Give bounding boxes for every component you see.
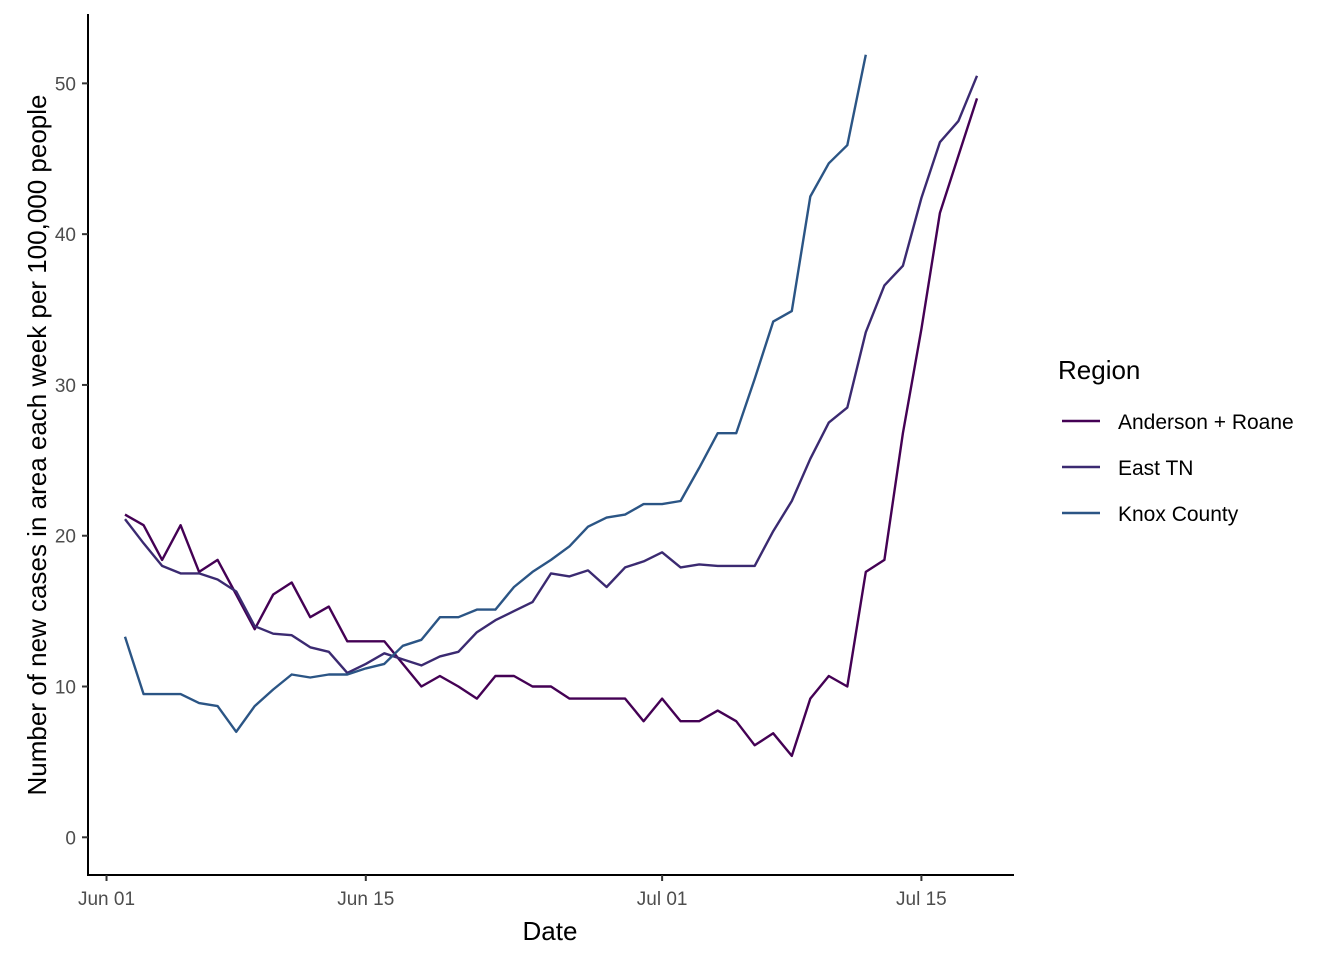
legend-label-1: East TN bbox=[1118, 457, 1193, 480]
series-line-1 bbox=[124, 75, 979, 675]
x-tick-label: Jul 15 bbox=[896, 889, 947, 910]
series-lines bbox=[123, 54, 979, 758]
y-tick-label: 20 bbox=[55, 527, 76, 548]
y-tick-label: 30 bbox=[55, 376, 76, 397]
legend-items: Anderson + Roane East TN Knox County bbox=[1062, 411, 1294, 526]
legend-title: Region bbox=[1058, 355, 1140, 385]
x-tick-label: Jun 15 bbox=[337, 889, 394, 910]
x-tick-label: Jun 01 bbox=[78, 889, 135, 910]
y-tick-label: 40 bbox=[55, 225, 76, 246]
y-tick-label: 0 bbox=[65, 828, 76, 849]
y-axis-ticks: 0 10 20 30 40 50 bbox=[55, 74, 88, 849]
legend: Region Anderson + Roane East TN Knox Count… bbox=[1058, 355, 1294, 526]
legend-label-2: Knox County bbox=[1118, 503, 1239, 526]
x-axis-title: Date bbox=[523, 916, 578, 946]
series-line-2 bbox=[123, 54, 867, 733]
legend-label-0: Anderson + Roane bbox=[1118, 411, 1294, 434]
y-tick-label: 10 bbox=[55, 678, 76, 699]
y-axis-title: Number of new cases in area each week pe… bbox=[22, 95, 52, 796]
series-line-0 bbox=[124, 98, 979, 758]
x-axis-ticks: Jun 01 Jun 15 Jul 01 Jul 15 bbox=[78, 875, 947, 910]
y-tick-label: 50 bbox=[55, 74, 76, 95]
x-tick-label: Jul 01 bbox=[637, 889, 688, 910]
